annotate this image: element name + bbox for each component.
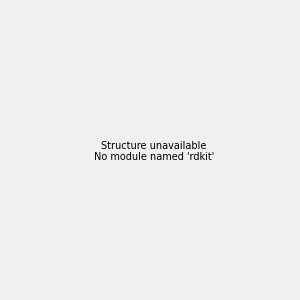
Text: Structure unavailable
No module named 'rdkit': Structure unavailable No module named 'r… <box>94 141 214 162</box>
